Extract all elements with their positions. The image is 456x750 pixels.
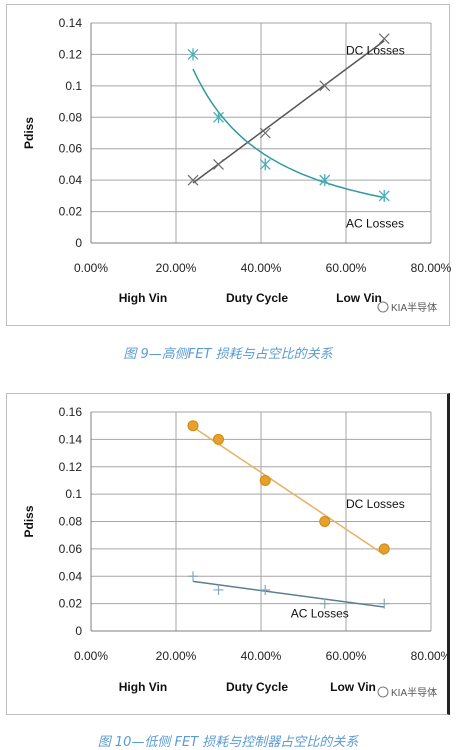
watermark-text: KIA半导体: [391, 686, 437, 699]
data-point: [213, 433, 224, 445]
data-point: [213, 159, 224, 170]
y-tick-label: 0.04: [59, 173, 83, 187]
y-tick-label: 0.02: [59, 205, 83, 219]
watermark-icon: [377, 686, 389, 698]
watermark: KIA半导体: [377, 301, 437, 314]
data-point: [319, 80, 331, 92]
x-tick-label: 60.00%: [326, 261, 367, 275]
chart-high-side-fet: 0 0.02 0.04 0.06 0.08 0.1 0.12 0.14 0.00% 20.00% 4…: [22, 16, 451, 314]
watermark: KIA半导体: [377, 686, 437, 699]
chart-low-side-fet: 0 0.02 0.04 0.06 0.08 0.1 0.12 0.14 0.16 0.00% 20.…: [22, 405, 448, 699]
x-tick-label: 0.00%: [74, 649, 108, 663]
y-axis-label: Pdiss: [22, 505, 36, 537]
y-axis-label: Pdiss: [22, 117, 36, 149]
y-tick-label: 0.06: [59, 142, 83, 156]
series-annotation: AC Losses: [346, 216, 404, 230]
y-tick-label: 0.06: [59, 542, 83, 556]
data-point: [259, 474, 271, 486]
series-2: [188, 571, 390, 609]
y-tick-label: 0.1: [65, 487, 82, 501]
data-point: [187, 420, 199, 432]
trendline: [192, 426, 385, 556]
chart-panel-high-side: 0 0.02 0.04 0.06 0.08 0.1 0.12 0.14 0.00% 20.00% 4…: [6, 4, 451, 326]
data-point: [213, 111, 224, 124]
x-tick-label: 40.00%: [241, 261, 282, 275]
bottom-label: Low Vin: [330, 680, 376, 694]
caption-figure-9: 图 9—高侧FET 损耗与占空比的关系: [123, 347, 333, 362]
bottom-label: Low Vin: [336, 291, 382, 305]
data-point: [378, 543, 390, 555]
data-point: [378, 189, 390, 202]
data-point: [260, 584, 271, 595]
data-point: [319, 598, 330, 609]
series-1: [187, 33, 390, 186]
caption-figure-10: 图 10—低侧 FET 损耗与控制器占空比的关系: [97, 735, 359, 750]
y-tick-label: 0.08: [59, 110, 83, 124]
watermark-text: KIA半导体: [391, 301, 437, 314]
bottom-label: Duty Cycle: [226, 680, 288, 694]
data-point: [187, 48, 199, 61]
trendline: [192, 40, 385, 184]
x-tick-label: 40.00%: [241, 649, 282, 663]
x-tick-label: 60.00%: [326, 649, 367, 663]
y-tick-label: 0.14: [59, 16, 83, 30]
y-tick-label: 0.02: [59, 597, 83, 611]
bottom-label: High Vin: [119, 680, 167, 694]
data-point: [378, 33, 390, 45]
data-point: [319, 174, 331, 187]
y-tick-label: 0: [75, 236, 82, 250]
y-tick-label: 0.08: [59, 515, 83, 529]
data-point: [188, 571, 198, 582]
series-1: [187, 420, 390, 556]
y-tick-label: 0.12: [59, 460, 83, 474]
data-point: [379, 598, 390, 609]
series-annotation: DC Losses: [346, 43, 405, 57]
y-tick-label: 0.04: [59, 569, 83, 583]
y-tick-label: 0.1: [65, 79, 82, 93]
series-annotation: DC Losses: [346, 497, 405, 511]
x-tick-label: 20.00%: [156, 649, 197, 663]
data-point: [319, 516, 331, 527]
x-tick-label: 0.00%: [74, 261, 108, 275]
series-annotation: AC Losses: [291, 606, 349, 620]
x-tick-label: 80.00%: [411, 649, 448, 663]
y-tick-label: 0.14: [59, 432, 83, 446]
bottom-label: High Vin: [119, 291, 167, 305]
watermark-icon: [377, 301, 389, 313]
chart-panel-low-side: 0 0.02 0.04 0.06 0.08 0.1 0.12 0.14 0.16 0.00% 20.…: [6, 393, 450, 715]
trendline: [192, 580, 385, 608]
y-tick-label: 0: [75, 624, 82, 638]
data-point: [213, 584, 224, 595]
series-2: [187, 48, 390, 202]
y-tick-label: 0.16: [59, 405, 83, 419]
bottom-label: Duty Cycle: [226, 291, 288, 305]
data-point: [187, 174, 199, 186]
x-tick-label: 20.00%: [156, 261, 197, 275]
x-tick-label: 80.00%: [411, 261, 451, 275]
data-point: [259, 127, 271, 139]
data-point: [259, 158, 271, 171]
trendline: [192, 68, 385, 199]
y-tick-label: 0.12: [59, 47, 83, 61]
